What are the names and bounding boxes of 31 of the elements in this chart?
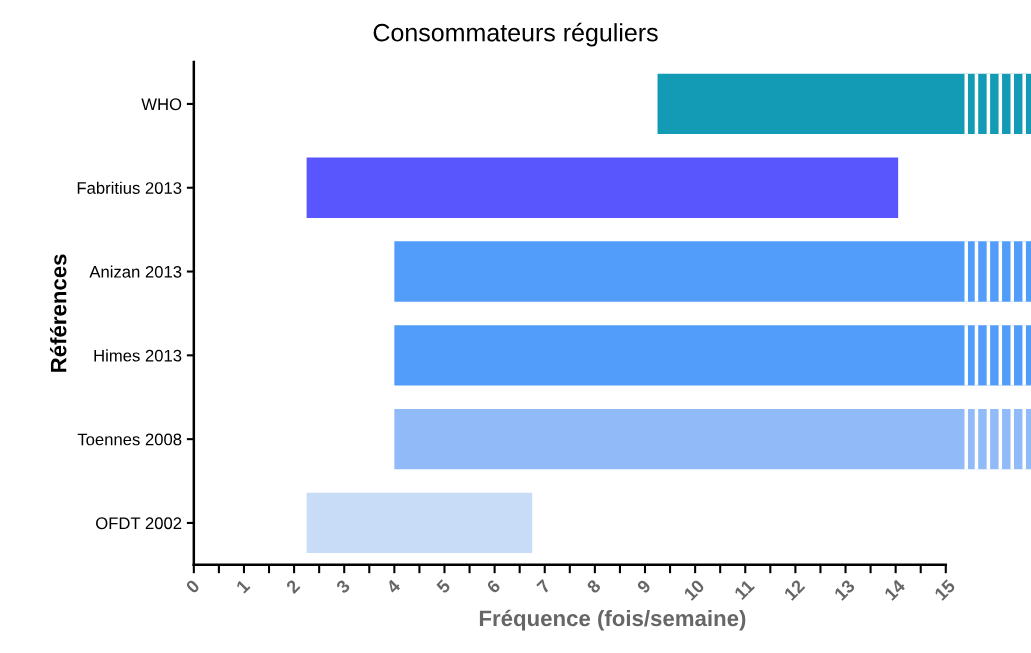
y-tick-label: Himes 2013 [94,349,182,362]
x-axis-title: Fréquence (fois/semaine) [479,609,746,631]
bar [394,241,1031,302]
y-tick-label: Fabritius 2013 [77,181,182,194]
x-tick-label: 11 [733,578,755,600]
x-tick-label: 9 [636,578,652,595]
x-tick-label: 15 [934,578,956,601]
x-tick-label: 13 [833,578,856,601]
x-tick-label: 12 [783,578,806,601]
x-tick-label: 2 [285,578,301,594]
x-tick-label: 6 [485,578,502,595]
bar [306,157,899,218]
x-tick-label: 0 [185,578,201,595]
bar [394,408,1031,470]
x-tick-label: 14 [883,578,906,601]
x-tick-label: 4 [385,578,402,595]
y-tick-label: WHO [141,98,182,111]
bar [657,73,1031,135]
y-axis-title: Références [49,254,67,372]
x-tick-label: 7 [536,579,552,594]
bar [306,492,533,554]
y-tick-label: Toennes 2008 [77,433,182,446]
x-tick-label: 1 [235,578,251,594]
y-tick-label: OFDT 2002 [96,517,182,530]
chart-title: Consommateurs réguliers [373,22,658,47]
y-tick-label: Anizan 2013 [89,265,182,278]
x-tick-label: 5 [435,578,452,595]
x-tick-label: 8 [586,578,602,595]
x-tick-label: 10 [683,578,706,601]
x-tick-label: 3 [335,578,351,595]
bar [394,325,1031,386]
